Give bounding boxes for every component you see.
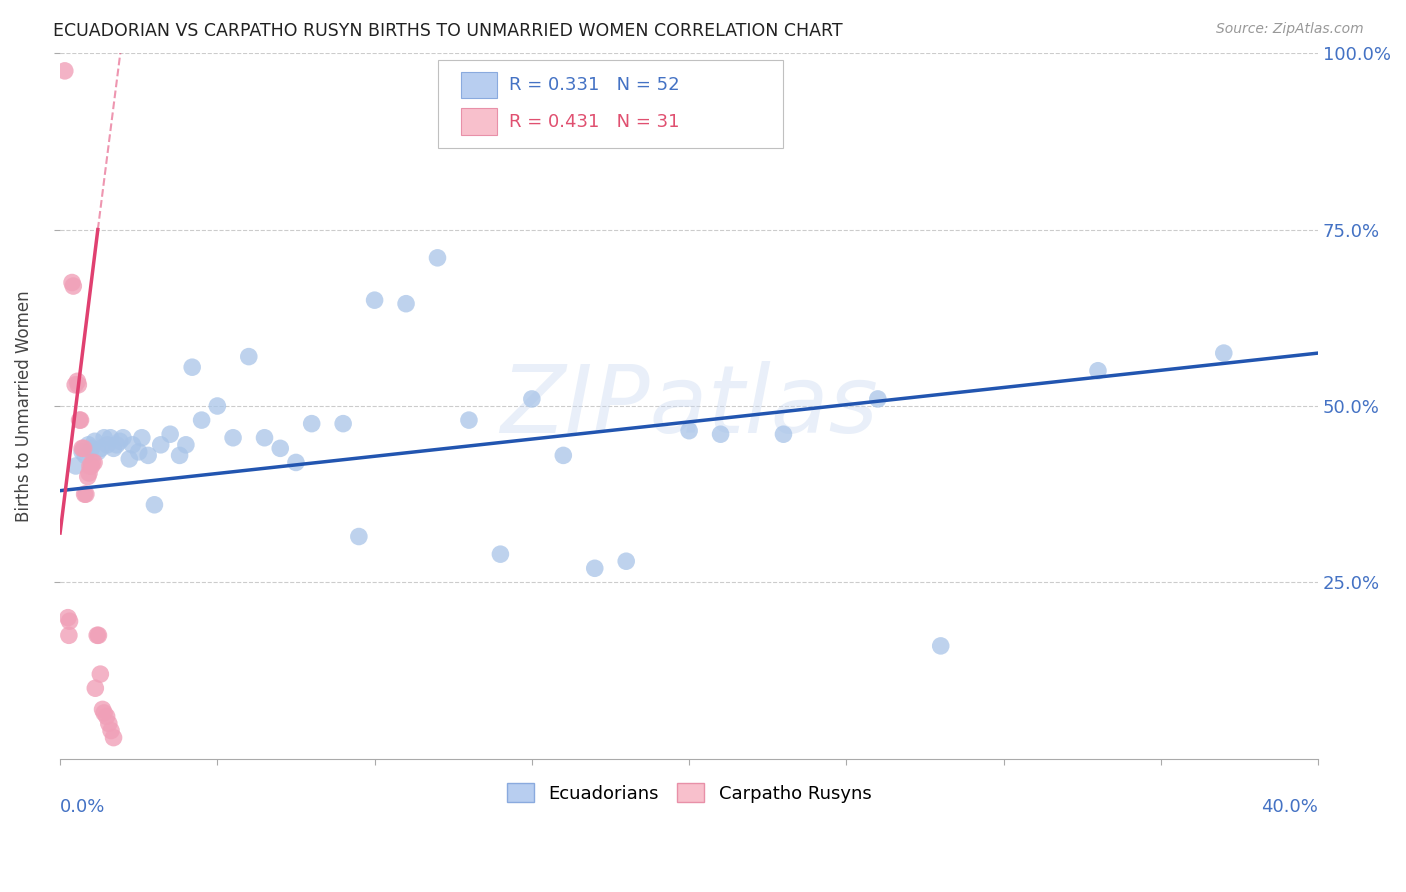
Point [83,455,105,469]
Point [73,442,96,456]
Point [1212,346,1234,360]
Point [583,561,606,575]
Point [73,487,96,501]
Point [108,434,131,449]
Point [489,547,512,561]
Text: R = 0.431   N = 31: R = 0.431 N = 31 [509,112,679,130]
Y-axis label: Births to Unmarried Women: Births to Unmarried Women [15,290,32,522]
Point [426,251,449,265]
Point [100,431,122,445]
Point [69,413,91,427]
Point [90,442,112,456]
Text: Source: ZipAtlas.com: Source: ZipAtlas.com [1216,22,1364,37]
Point [363,293,385,308]
Point [709,427,731,442]
Point [131,431,153,445]
Bar [461,108,496,135]
Point [118,451,141,466]
Point [143,498,166,512]
Point [238,350,260,364]
Point [56,610,79,624]
Point [76,469,98,483]
Text: ZIPatlas: ZIPatlas [501,360,879,451]
Point [75,449,97,463]
FancyBboxPatch shape [437,61,783,148]
Point [80,458,103,473]
Point [96,709,118,723]
Point [70,445,93,459]
Point [553,449,575,463]
Bar [461,71,496,98]
Point [614,554,637,568]
Point [159,427,181,442]
Point [458,413,481,427]
Point [103,442,125,456]
Point [347,529,370,543]
Point [105,438,128,452]
Point [77,438,100,452]
Point [866,392,889,406]
Text: 0.0%: 0.0% [60,797,105,815]
Point [53,63,76,78]
Point [174,438,197,452]
Text: R = 0.331   N = 52: R = 0.331 N = 52 [509,76,681,94]
Point [58,614,80,628]
Point [253,431,276,445]
Point [93,431,115,445]
Point [169,449,191,463]
Point [66,374,89,388]
Point [80,442,103,456]
Point [77,466,100,480]
Point [103,731,125,745]
Point [63,377,86,392]
Text: ECUADORIAN VS CARPATHO RUSYN BIRTHS TO UNMARRIED WOMEN CORRELATION CHART: ECUADORIAN VS CARPATHO RUSYN BIRTHS TO U… [53,22,844,40]
Point [70,442,93,456]
Point [62,279,84,293]
Point [82,455,104,469]
Point [269,442,291,456]
Point [93,706,115,720]
Point [91,702,114,716]
Point [128,445,150,459]
Point [86,628,108,642]
Point [929,639,952,653]
Point [87,445,110,459]
Point [285,455,308,469]
Point [149,438,172,452]
Point [89,667,111,681]
Point [301,417,323,431]
Point [111,431,134,445]
Point [772,427,794,442]
Point [58,628,80,642]
Point [678,424,700,438]
Point [1087,364,1109,378]
Point [87,628,110,642]
Point [100,723,122,738]
Point [136,449,159,463]
Point [60,276,83,290]
Legend: Ecuadorians, Carpatho Rusyns: Ecuadorians, Carpatho Rusyns [499,776,879,810]
Point [79,458,101,473]
Point [65,458,87,473]
Point [332,417,354,431]
Point [520,392,543,406]
Point [96,438,118,452]
Text: 40.0%: 40.0% [1261,797,1319,815]
Point [121,438,143,452]
Point [207,399,229,413]
Point [190,413,212,427]
Point [181,360,204,375]
Point [83,434,105,449]
Point [97,716,120,731]
Point [69,413,91,427]
Point [222,431,245,445]
Point [395,296,418,310]
Point [84,681,107,696]
Point [75,487,97,501]
Point [67,377,90,392]
